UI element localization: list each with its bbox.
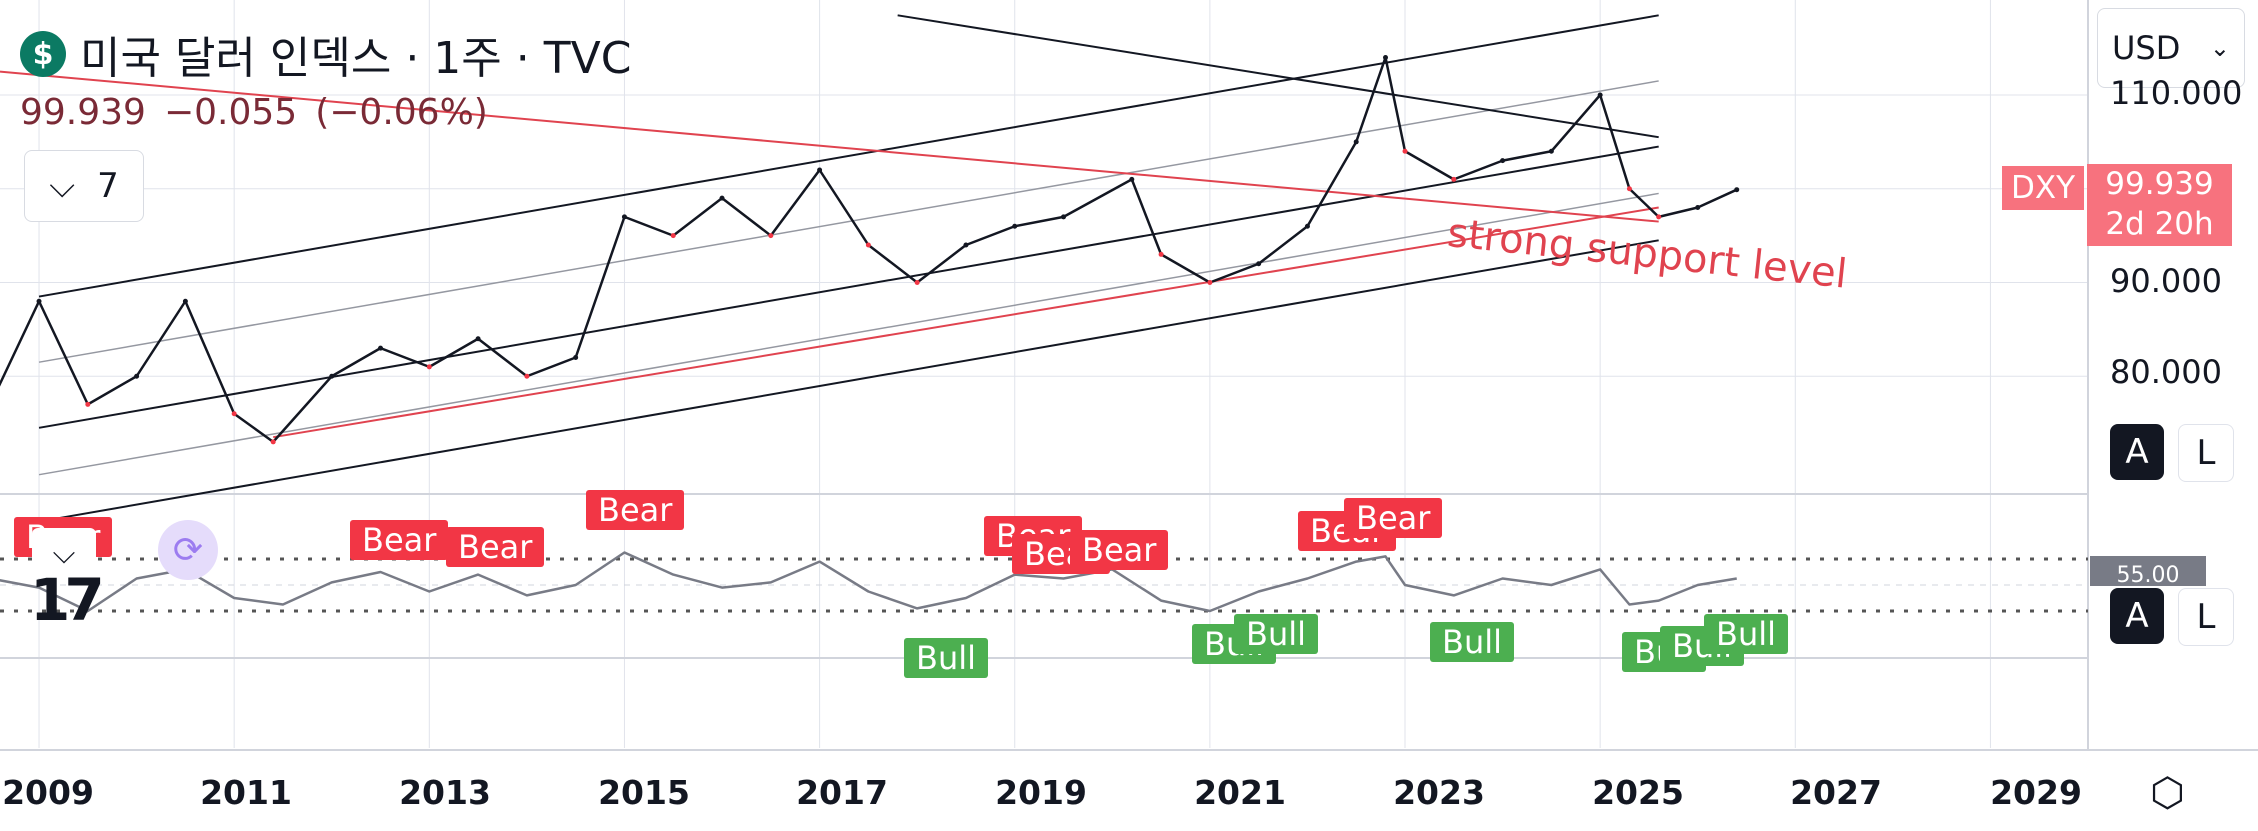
- time-axis-label: 2029: [1990, 773, 2082, 812]
- price-point: [817, 167, 823, 173]
- auto-scale-button[interactable]: A: [2110, 424, 2164, 480]
- sync-icon[interactable]: ⟳: [158, 520, 218, 580]
- symbol-title[interactable]: 미국 달러 인덱스 · 1주 · TVC: [80, 33, 632, 84]
- red-support-line: [273, 206, 1659, 439]
- rsi-line: [0, 551, 1737, 613]
- price-axis-label: 110.000: [2110, 74, 2243, 112]
- price-point: [1597, 92, 1603, 98]
- bear-label: Bear: [350, 520, 449, 560]
- currency-select[interactable]: USD ⌄: [2097, 8, 2245, 88]
- bull-label: Bull: [1234, 614, 1319, 654]
- price-point: [1548, 148, 1554, 154]
- price-point: [1129, 176, 1135, 182]
- dollar-sign-icon: $: [20, 31, 66, 77]
- indicator-collapse-button[interactable]: ⌵: [32, 528, 96, 578]
- channel-upper-line: [38, 14, 1659, 298]
- red-downtrend-line: [0, 70, 1659, 223]
- price-point: [36, 298, 42, 304]
- price-point: [270, 439, 276, 445]
- price-point: [1626, 186, 1632, 192]
- price-point: [231, 411, 237, 417]
- price-point: [1695, 205, 1701, 210]
- indicator-value-tag: 55.00: [2090, 556, 2206, 586]
- bear-label: Bear: [586, 490, 685, 530]
- collapse-indicators-button[interactable]: ⌵ 7: [24, 150, 144, 222]
- price-point: [914, 280, 920, 285]
- price-point: [475, 336, 481, 342]
- time-axis-label: 2017: [796, 773, 888, 812]
- time-axis-label: 2027: [1790, 773, 1882, 812]
- price-point: [1158, 251, 1164, 257]
- channel-inner-line: [38, 80, 1659, 363]
- time-axis-label: 2013: [399, 773, 491, 812]
- price-point: [1382, 55, 1388, 60]
- bear-label: Bear: [1344, 498, 1443, 538]
- last-price-tag-value: 99.939: [2105, 166, 2214, 202]
- symbol-header: $ 미국 달러 인덱스 · 1주 · TVC: [20, 22, 631, 86]
- channel-middle-line: [38, 145, 1659, 429]
- settings-icon[interactable]: ⬡: [2150, 770, 2185, 816]
- last-price-tag: 99.939 2d 20h: [2087, 164, 2232, 246]
- last-price: 99.939: [20, 92, 146, 133]
- price-point: [524, 373, 530, 379]
- indicator-count: 7: [97, 166, 119, 206]
- price-point: [426, 364, 432, 370]
- price-point: [768, 233, 774, 239]
- price-point: [134, 373, 140, 379]
- time-axis-label: 2011: [200, 773, 292, 812]
- price-readout: 99.939 −0.055 (−0.06%): [20, 92, 506, 133]
- price-axis-label: 80.000: [2110, 353, 2222, 391]
- price-point: [865, 242, 871, 248]
- time-axis-label: 2015: [598, 773, 690, 812]
- currency-value: USD: [2112, 29, 2181, 67]
- price-point: [1500, 158, 1506, 164]
- price-point: [1012, 223, 1018, 229]
- price-point: [378, 345, 384, 351]
- price-point: [85, 401, 91, 407]
- time-axis-label: 2023: [1393, 773, 1485, 812]
- price-axis-label: 90.000: [2110, 262, 2222, 300]
- time-axis-label: 2009: [2, 773, 94, 812]
- bull-label: Bull: [1704, 614, 1789, 654]
- tradingview-logo: 17: [30, 566, 105, 634]
- price-point: [1402, 148, 1408, 154]
- time-axis-label: 2019: [995, 773, 1087, 812]
- log-scale-button[interactable]: L: [2178, 424, 2234, 482]
- time-axis-label: 2025: [1592, 773, 1684, 812]
- chevron-down-icon: ⌄: [2209, 34, 2230, 62]
- chevron-down-icon: ⌵: [49, 166, 76, 206]
- price-point: [670, 233, 676, 239]
- bull-label: Bull: [904, 638, 989, 678]
- price-point: [1656, 214, 1662, 220]
- indicator-log-scale-button[interactable]: L: [2178, 588, 2234, 646]
- bull-label: Bull: [1430, 622, 1515, 662]
- channel-inner-line: [38, 192, 1659, 476]
- time-axis-label: 2021: [1194, 773, 1286, 812]
- price-point: [573, 355, 579, 360]
- price-point: [621, 214, 627, 220]
- channel-lower-line: [38, 239, 1659, 523]
- bear-label: Bear: [1070, 530, 1169, 570]
- chevron-down-icon: ⌵: [52, 535, 76, 571]
- bear-label: Bear: [446, 527, 545, 567]
- bar-countdown: 2d 20h: [2105, 206, 2214, 242]
- price-point: [1256, 261, 1262, 267]
- price-point: [719, 195, 725, 201]
- price-point: [1353, 139, 1359, 145]
- price-point: [1734, 187, 1740, 193]
- price-point: [1304, 223, 1310, 229]
- price-point: [182, 298, 188, 304]
- price-point: [1061, 214, 1067, 220]
- price-point: [329, 373, 335, 379]
- price-point: [963, 242, 969, 248]
- indicator-auto-scale-button[interactable]: A: [2110, 588, 2164, 644]
- price-change: −0.055: [163, 92, 298, 133]
- price-point: [1451, 176, 1457, 182]
- resistance-line: [897, 14, 1659, 139]
- price-change-percent: (−0.06%): [315, 92, 488, 133]
- price-point: [1207, 280, 1213, 285]
- symbol-tag: DXY: [2002, 166, 2084, 210]
